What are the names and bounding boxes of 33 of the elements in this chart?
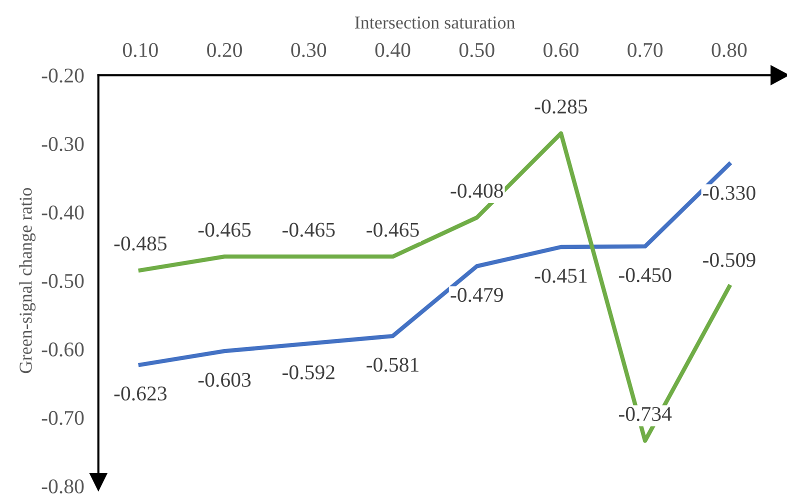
data-label: -0.408 [450,184,503,198]
data-label: -0.285 [534,100,588,114]
x-tick-label: 0.60 [544,42,578,58]
y-tick-label: -0.20 [42,68,84,83]
data-label: -0.592 [282,365,334,380]
x-tick-label: 0.80 [712,42,747,58]
y-tick-label: -0.50 [42,274,84,288]
y-tick-label: -0.80 [42,479,84,494]
y-axis-title: Green-signal change ratio [19,188,36,374]
data-label: -0.603 [198,372,251,387]
data-label: -0.330 [703,186,756,200]
x-tick-label: 0.40 [375,42,410,58]
data-label: -0.465 [366,222,419,237]
x-axis-title: Intersection saturation [355,16,516,29]
y-tick-label: -0.70 [42,410,84,426]
data-label: -0.450 [618,268,672,282]
x-tick-label: 0.70 [628,42,663,58]
x-tick-label: 0.50 [459,42,494,58]
data-label: -0.485 [114,236,167,251]
data-label: -0.465 [282,222,335,237]
x-tick-label: 0.20 [207,42,242,58]
data-label: -0.581 [366,358,418,372]
x-tick-label: 0.10 [122,42,158,58]
y-tick-label: -0.30 [42,136,84,152]
data-label: -0.479 [450,288,503,302]
data-label: -0.465 [198,222,251,237]
data-label: -0.451 [534,268,587,283]
x-tick-label: 0.30 [291,42,326,58]
data-label: -0.623 [114,386,167,401]
data-label: -0.509 [703,252,756,268]
y-tick-label: -0.60 [42,342,84,357]
y-tick-label: -0.40 [42,205,84,220]
data-label: -0.734 [618,406,672,422]
